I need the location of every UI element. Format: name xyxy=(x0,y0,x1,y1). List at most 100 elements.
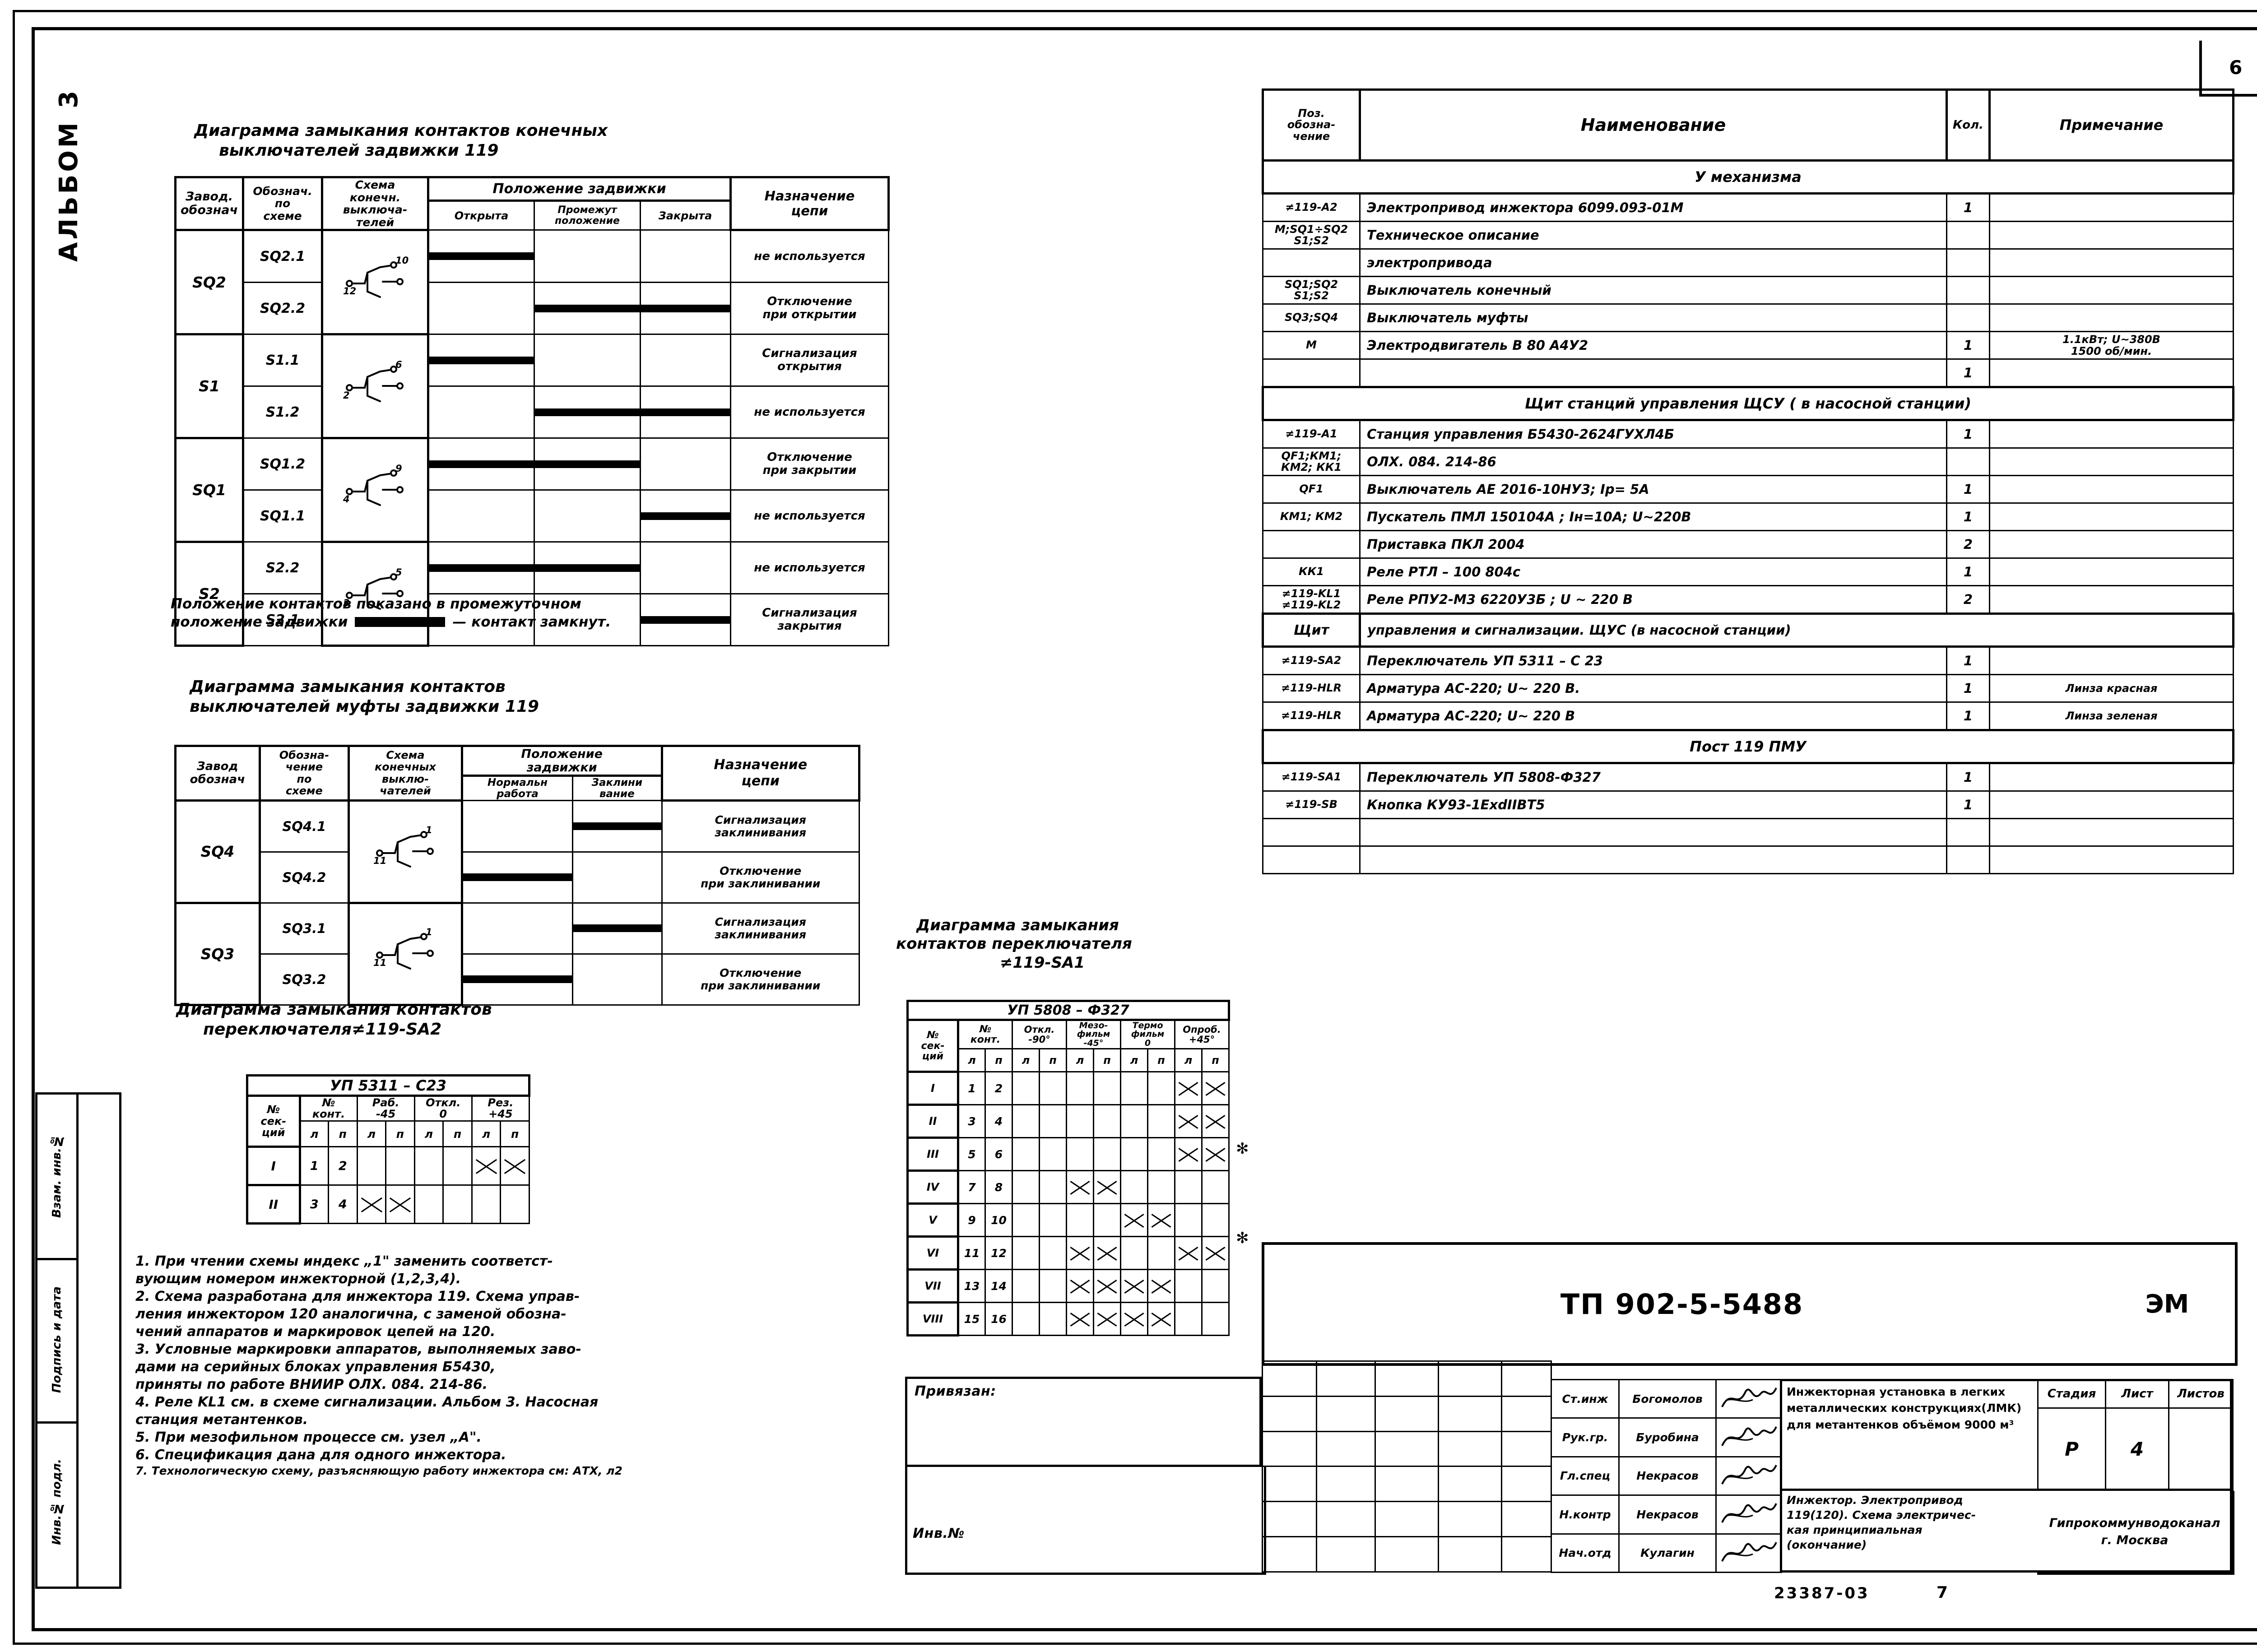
spec-note-11 xyxy=(1989,475,2234,504)
d3-cell-0-1 xyxy=(385,1146,415,1186)
sheets-label: Листов xyxy=(2168,1379,2234,1409)
revision-row xyxy=(1262,1395,1552,1432)
d3-cell-1-0 xyxy=(356,1184,387,1225)
diagram3-table: УП 5311 – С23 № сек-ций № конт. Раб. -45 Откл. 0… xyxy=(246,1074,530,1225)
sheets-total-value xyxy=(2168,1407,2234,1491)
table-row: ≠119-А2 Электропривод инжектора 6099.093-… xyxy=(1262,193,2234,222)
d4-lp-8: л xyxy=(1174,1048,1203,1073)
spec-note-3 xyxy=(1989,248,2234,277)
d4-cell-7-4 xyxy=(1120,1302,1148,1336)
d1-th-scheme: Обознач. по схеме xyxy=(242,176,323,231)
d3-lp-4: л xyxy=(413,1120,444,1148)
d1-state-open-4 xyxy=(427,437,535,491)
d4-th-termo: Термо фильм 0 xyxy=(1120,1019,1175,1050)
d4-c1-7: 15 xyxy=(957,1302,986,1336)
contact-closed-bar xyxy=(641,408,730,416)
limit-switch-symbol: 2 6 xyxy=(343,359,404,402)
d1-purpose-5: не используется xyxy=(730,489,890,543)
table-row: QF1;КМ1; КМ2; КК1 ОЛХ. 084. 214-86 xyxy=(1262,447,2234,476)
note-line-1: вующим номером инжекторной (1,2,3,4). xyxy=(135,1271,461,1287)
d1-state-closed-4 xyxy=(639,437,732,491)
d2-th-purpose: Назначение цепи xyxy=(660,745,861,802)
spec-name-22: Кнопка КУ93-1ЕхdIIВТ5 xyxy=(1359,790,1947,819)
limit-switch-symbol: 12 10 xyxy=(343,255,409,298)
d4-lp-3: п xyxy=(1039,1048,1067,1073)
spec-name-11: Выключатель АЕ 2016-10НУ3; Iр= 5А xyxy=(1359,475,1947,504)
diagram3-title: Диаграмма замыкания контактов переключат… xyxy=(176,1000,492,1039)
d1-th-factory: Завод. обознач xyxy=(174,176,244,231)
d1-th-position-group: Положение задвижки xyxy=(427,176,732,202)
table-row: SQ1.1 не используется xyxy=(176,489,890,543)
table-row: V 9 10 xyxy=(906,1202,1230,1238)
diagram4-title: Диаграмма замыкания контактов переключат… xyxy=(896,916,1132,972)
margin-label-podpis: Подпись и дата xyxy=(50,1286,64,1393)
table-row: ≠119-KL1 ≠119-KL2 Реле РПУ2-М3 6220У3Б ; U… xyxy=(1262,585,2234,614)
revision-cell-4-0 xyxy=(1262,1501,1317,1538)
doc-line3: кая принципиальная xyxy=(1787,1523,1923,1536)
spec-note-9 xyxy=(1989,419,2234,449)
d2-state-jam-1 xyxy=(572,851,663,904)
spec-name-1: Электропривод инжектора 6099.093-01М xyxy=(1359,193,1947,222)
d1-switch-symbol-0: 12 10 xyxy=(321,229,429,335)
d1-factory-SQ1: SQ1 xyxy=(174,437,244,543)
d1-state-closed-3 xyxy=(639,385,732,439)
spec-qty-21: 1 xyxy=(1946,762,1990,792)
diagram1-table: Завод. обознач Обознач. по схеме Схема конечн.… xyxy=(174,176,890,647)
d2-factory-SQ3: SQ3 xyxy=(174,901,261,1006)
table-row: S2.1 Сигнализация закрытия xyxy=(176,593,890,646)
spec-group-20: Пост 119 ПМУ xyxy=(1262,729,2234,764)
svg-text:11: 11 xyxy=(373,957,386,968)
table-row: ≠119-SA2 Переключатель УП 5311 – С 23 1 xyxy=(1262,646,2234,675)
spec-pos-17: ≠119-SA2 xyxy=(1262,646,1361,675)
spec-qty-9: 1 xyxy=(1946,419,1990,449)
diagram1-footnote-line2: положение задвижки — контакт замкнут. xyxy=(171,613,611,631)
d1-scheme-S1.2: S1.2 xyxy=(242,385,323,439)
signature-name-0: Богомолов xyxy=(1618,1378,1717,1419)
spec-note-18: Линза красная xyxy=(1989,674,2234,703)
d4-th-mezo: Мезо-фильм -45° xyxy=(1066,1019,1121,1050)
signature-row: Рук.гр. Буробина xyxy=(1551,1417,1782,1457)
d3-th-section: № сек-ций xyxy=(246,1094,301,1148)
table-row: VI 11 12 xyxy=(906,1235,1230,1271)
d1-factory-S1: S1 xyxy=(174,333,244,439)
sheet-inner-frame xyxy=(32,27,2257,1631)
d4-table-title: УП 5808 – Ф327 xyxy=(906,1000,1231,1021)
d1-th-closed: Закрыта xyxy=(639,200,732,231)
spec-note-7 xyxy=(1989,358,2234,388)
spec-pos-2: М;SQ1÷SQ2 S1;S2 xyxy=(1262,221,1361,250)
contact-closed-bar xyxy=(573,924,661,933)
signature-scribble-icon xyxy=(1721,1503,1777,1523)
spec-name-6: Электродвигатель В 80 А4У2 xyxy=(1359,331,1947,360)
d3-lp-0: л xyxy=(299,1120,330,1148)
contact-closed-bar xyxy=(463,975,572,984)
table-row: М Электродвигатель В 80 А4У2 1 1.1кВт; U~38… xyxy=(1262,331,2234,360)
d4-c2-5: 12 xyxy=(985,1236,1013,1271)
object-line3: для метантенков объёмом 9000 м³ xyxy=(1787,1418,2014,1431)
signature-role-4: Нач.отд xyxy=(1551,1533,1620,1573)
d3-lp-1: п xyxy=(328,1120,358,1148)
specification-table: Поз. обозна-чение Наименование Кол. Примечан… xyxy=(1262,88,2234,874)
limit-switch-symbol: 4 9 xyxy=(343,463,404,506)
d2-th-diagram: Схема конечных выклю-чателей xyxy=(348,745,463,802)
d3-c2-0: 2 xyxy=(328,1146,358,1186)
d1-switch-symbol-2: 2 6 xyxy=(321,333,429,439)
spec-qty-15: 2 xyxy=(1946,585,1990,614)
note-line-0: 1. При чтении схемы индекс „1" заменить … xyxy=(135,1253,553,1269)
signature-name-3: Некрасов xyxy=(1618,1494,1717,1535)
table-row: КК1 Реле РТЛ – 100 804с 1 xyxy=(1262,557,2234,586)
contact-open-gap xyxy=(535,357,640,364)
spec-name-4: Выключатель конечный xyxy=(1359,276,1947,305)
spec-qty-24 xyxy=(1946,845,1990,874)
d1-state-mid-3 xyxy=(534,385,641,439)
note-line-9: станция метантенков. xyxy=(135,1412,308,1428)
d3-section-II: II xyxy=(246,1184,301,1225)
attached-label: Привязан: xyxy=(915,1383,996,1399)
table-row: ≠119-А1 Станция управления Б5430-2624ГУХЛ… xyxy=(1262,419,2234,449)
table-row: VIII 15 16 xyxy=(906,1301,1230,1337)
spec-qty-11: 1 xyxy=(1946,475,1990,504)
spec-qty-18: 1 xyxy=(1946,674,1990,703)
contact-open-gap xyxy=(463,822,572,830)
table-row: SQ3 SQ3.1 11 1 Сигнализация заклинивания xyxy=(174,901,860,1006)
d4-cell-3-6 xyxy=(1174,1170,1203,1205)
